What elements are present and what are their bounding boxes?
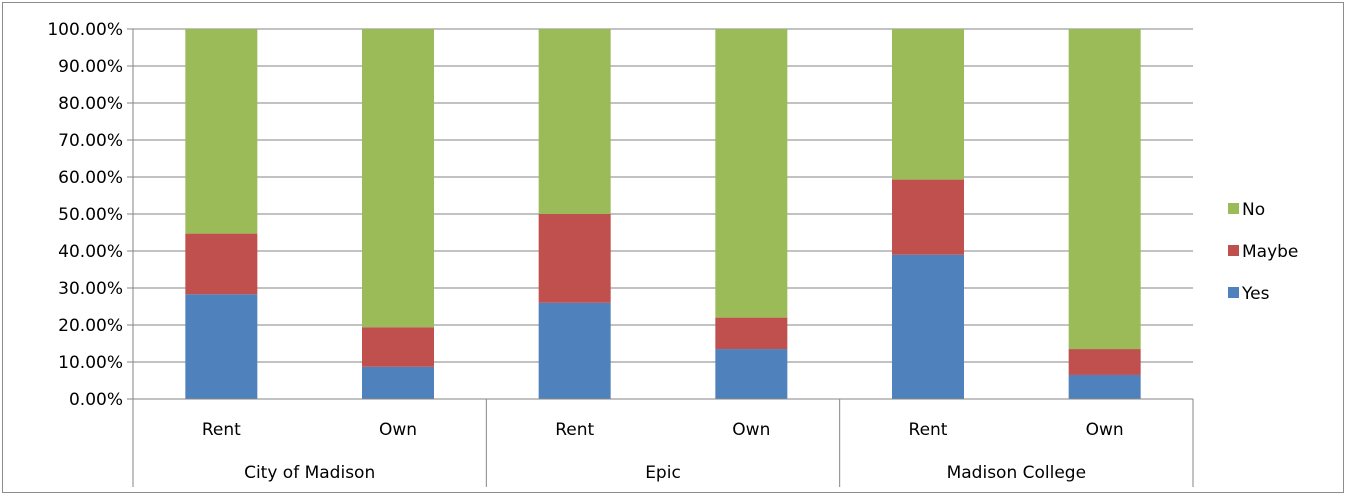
bar-maybe — [538, 214, 611, 303]
bar-maybe — [185, 233, 258, 295]
y-tick-label: 70.00% — [58, 131, 123, 151]
axes — [127, 28, 1194, 487]
category-label: Rent — [555, 420, 594, 440]
bar-no — [538, 29, 611, 214]
bar-maybe — [892, 179, 964, 255]
y-tick-label: 30.00% — [58, 279, 123, 299]
y-tick-label: 0.00% — [69, 390, 123, 410]
gridlines — [133, 28, 1193, 363]
bar-no — [1068, 29, 1141, 350]
bar-maybe — [1068, 349, 1141, 375]
legend-swatch-no — [1228, 203, 1239, 214]
legend-label-yes: Yes — [1241, 284, 1270, 304]
y-tick-label: 20.00% — [58, 316, 123, 336]
bar-yes — [892, 254, 964, 399]
category-label: Own — [732, 420, 770, 440]
group-label: City of Madison — [244, 463, 375, 483]
legend: No Maybe Yes — [1228, 200, 1298, 304]
bar-yes — [538, 302, 611, 399]
bar-yes — [1068, 374, 1141, 399]
bar-no — [185, 29, 258, 234]
y-tick-label: 10.00% — [58, 353, 123, 373]
y-tick-label: 40.00% — [58, 242, 123, 262]
y-tick-label: 60.00% — [58, 168, 123, 188]
category-label: Rent — [202, 420, 241, 440]
category-label: Own — [1086, 420, 1124, 440]
bar-no — [362, 29, 434, 328]
bars — [185, 29, 1141, 399]
legend-swatch-maybe — [1228, 245, 1239, 256]
y-tick-label: 90.00% — [58, 57, 123, 77]
legend-swatch-yes — [1228, 287, 1239, 298]
group-label: Madison College — [947, 463, 1086, 483]
category-label: Rent — [909, 420, 948, 440]
bar-no — [892, 29, 964, 180]
y-tick-label: 80.00% — [58, 94, 123, 114]
y-tick-label: 100.00% — [47, 20, 123, 40]
category-label: Own — [379, 420, 417, 440]
legend-label-maybe: Maybe — [1242, 242, 1298, 262]
legend-label-no: No — [1242, 200, 1265, 220]
bar-yes — [362, 366, 434, 399]
bar-no — [715, 29, 788, 318]
bar-yes — [715, 349, 788, 399]
y-tick-label: 50.00% — [58, 205, 123, 225]
group-label: Epic — [645, 463, 681, 483]
bar-yes — [185, 294, 258, 399]
bar-maybe — [715, 317, 788, 350]
axis-labels: 0.00% 10.00% 20.00% 30.00% 40.00% 50.00% 60.00… — [47, 20, 1123, 483]
bar-maybe — [362, 327, 434, 367]
